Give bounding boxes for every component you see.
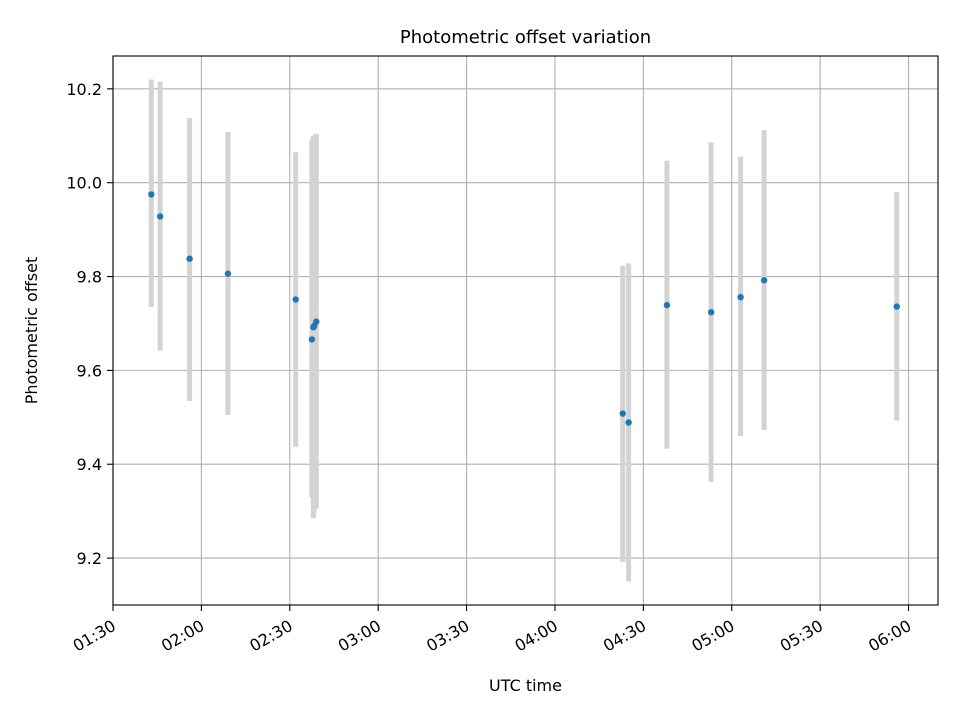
y-tick-label: 9.8 [77,268,102,287]
data-point [760,277,768,284]
y-tick-label: 9.4 [77,455,102,474]
y-tick-label: 9.2 [77,549,102,568]
data-point [224,270,232,277]
data-point [737,293,744,301]
data-point [308,336,316,343]
x-axis-title: UTC time [489,676,562,695]
data-point [148,191,155,198]
data-point [625,419,632,426]
data-point [313,318,320,325]
data-point [292,296,299,303]
data-point [186,255,193,262]
y-axis-ticks: 9.2 9.4 9.6 9.8 10.0 10.2 [66,80,113,568]
grid-lines [112,56,938,605]
y-tick-label: 10.2 [66,80,102,99]
data-point [156,213,164,220]
data-point [663,301,671,309]
y-tick-label: 10.0 [66,174,102,193]
chart-title: Photometric offset variation [400,27,651,48]
y-tick-label: 9.6 [77,361,102,380]
data-point [707,309,715,316]
y-axis-title: Photometric offset [22,257,41,405]
data-points [148,191,900,426]
data-point [893,303,900,310]
plot-frame [112,55,939,606]
data-point [619,410,626,417]
